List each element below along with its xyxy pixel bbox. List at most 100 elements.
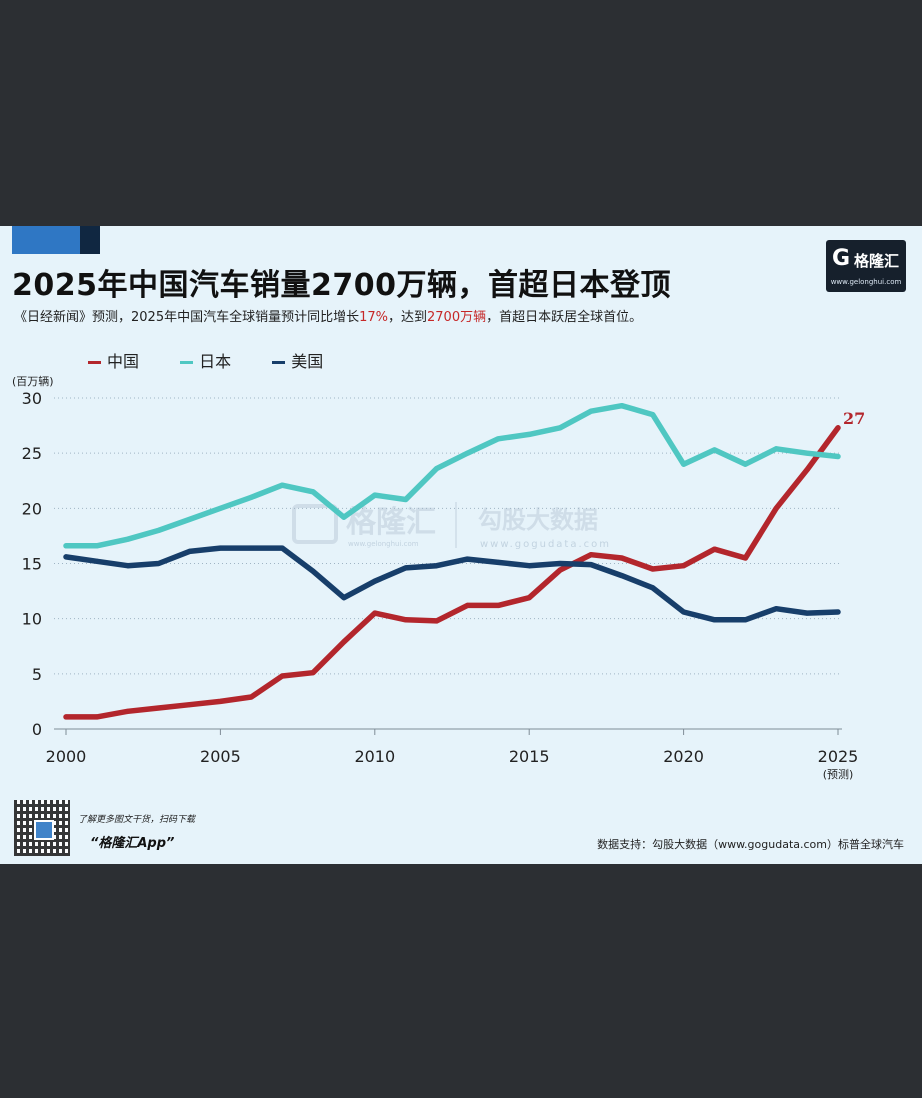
data-point-japan bbox=[619, 403, 625, 409]
y-tick-label: 25 bbox=[22, 444, 42, 463]
footer-app-name: “格隆汇App” bbox=[90, 836, 175, 851]
data-point-usa bbox=[650, 585, 656, 591]
y-tick-label: 15 bbox=[22, 555, 42, 574]
y-axis-unit-label: (百万辆) bbox=[12, 374, 54, 388]
qr-code bbox=[14, 800, 70, 856]
series-line-japan bbox=[63, 402, 841, 549]
logo-mark-icon: G bbox=[832, 246, 851, 271]
x-tick-label: 2020 bbox=[663, 747, 704, 766]
data-point-china bbox=[341, 639, 347, 645]
data-point-china bbox=[434, 618, 440, 624]
data-point-japan bbox=[125, 536, 131, 542]
data-point-china bbox=[125, 708, 131, 714]
data-point-china bbox=[279, 673, 285, 679]
data-point-china bbox=[63, 714, 69, 720]
data-point-china bbox=[187, 702, 193, 708]
x-tick-label: 2010 bbox=[354, 747, 395, 766]
watermark-left-url: www.gelonghui.com bbox=[348, 540, 419, 548]
data-point-usa bbox=[464, 556, 470, 562]
data-point-japan bbox=[63, 543, 69, 549]
data-point-china bbox=[372, 610, 378, 616]
legend-swatch-japan bbox=[180, 361, 194, 364]
subtitle-text: 《日经新闻》预测，2025年中国汽车全球销量预计同比增长 bbox=[14, 310, 360, 325]
data-point-china bbox=[464, 602, 470, 608]
qr-logo-icon bbox=[34, 820, 54, 840]
data-point-japan bbox=[403, 497, 409, 503]
data-point-usa bbox=[495, 559, 501, 565]
data-point-china bbox=[310, 670, 316, 676]
data-point-usa bbox=[310, 568, 316, 574]
data-point-china bbox=[711, 546, 717, 552]
data-point-usa bbox=[588, 562, 594, 568]
series-line-china bbox=[63, 425, 841, 720]
data-point-usa bbox=[372, 578, 378, 584]
data-point-japan bbox=[464, 450, 470, 456]
data-point-japan bbox=[279, 482, 285, 488]
data-point-japan bbox=[156, 527, 162, 533]
data-point-japan bbox=[248, 494, 254, 500]
legend-swatch-china bbox=[88, 361, 101, 364]
series-line-usa bbox=[63, 545, 841, 623]
legend-label-china: 中国 bbox=[107, 352, 140, 371]
data-point-usa bbox=[681, 609, 687, 615]
data-point-usa bbox=[94, 558, 100, 564]
data-point-japan bbox=[557, 425, 563, 431]
chart-card: 2025年中国汽车销量2700万辆，首超日本登顶 《日经新闻》预测，2025年中… bbox=[0, 226, 922, 864]
y-tick-label: 20 bbox=[22, 499, 42, 518]
accent-bar-navy bbox=[80, 226, 100, 254]
data-point-china bbox=[650, 566, 656, 572]
data-point-usa bbox=[403, 565, 409, 571]
data-point-japan bbox=[773, 446, 779, 452]
data-point-japan bbox=[804, 450, 810, 456]
data-point-china bbox=[773, 505, 779, 511]
legend-label-usa: 美国 bbox=[291, 352, 324, 371]
data-point-japan bbox=[217, 505, 223, 511]
data-point-usa bbox=[434, 563, 440, 569]
data-point-china bbox=[681, 563, 687, 569]
legend-item-china: 中国 bbox=[88, 348, 139, 372]
data-point-usa bbox=[526, 563, 532, 569]
data-point-japan bbox=[650, 412, 656, 418]
data-point-china bbox=[217, 698, 223, 704]
data-point-usa bbox=[835, 609, 841, 615]
y-tick-label: 5 bbox=[32, 665, 42, 684]
logo-text: 格隆汇 bbox=[854, 252, 900, 270]
data-point-japan bbox=[742, 461, 748, 467]
data-point-usa bbox=[804, 610, 810, 616]
data-point-usa bbox=[619, 573, 625, 579]
data-point-japan bbox=[434, 466, 440, 472]
data-point-usa bbox=[711, 617, 717, 623]
data-point-japan bbox=[341, 514, 347, 520]
chart-title: 2025年中国汽车销量2700万辆，首超日本登顶 bbox=[12, 268, 671, 303]
logo-url: www.gelonghui.com bbox=[830, 278, 902, 286]
legend-label-japan: 日本 bbox=[199, 352, 232, 371]
data-point-china bbox=[804, 467, 810, 473]
x-tick-label: 2005 bbox=[200, 747, 241, 766]
data-point-china bbox=[495, 602, 501, 608]
data-point-china bbox=[742, 555, 748, 561]
legend-swatch-usa bbox=[272, 361, 286, 364]
data-point-japan bbox=[526, 431, 532, 437]
data-point-china bbox=[248, 694, 254, 700]
x-tick-label: 2000 bbox=[46, 747, 87, 766]
subtitle-text: ，达到 bbox=[388, 310, 428, 325]
watermark-right: 勾股大数据 bbox=[478, 506, 598, 534]
data-point-china bbox=[526, 595, 532, 601]
subtitle-text: ，首超日本跃居全球首位。 bbox=[486, 310, 643, 325]
accent-bar-blue bbox=[12, 226, 80, 254]
x-tick-label: 2025 bbox=[818, 747, 859, 766]
data-point-japan bbox=[588, 408, 594, 414]
watermark-logo-icon bbox=[292, 504, 338, 544]
footer-note: 了解更多图文干货，扫码下载 bbox=[78, 815, 196, 825]
data-point-japan bbox=[711, 447, 717, 453]
data-point-usa bbox=[557, 561, 563, 566]
data-point-china bbox=[835, 425, 841, 431]
legend-item-japan: 日本 bbox=[180, 348, 231, 372]
data-point-japan bbox=[372, 492, 378, 498]
data-point-japan bbox=[681, 461, 687, 467]
subtitle-highlight-volume: 2700万辆 bbox=[427, 310, 487, 325]
y-tick-label: 0 bbox=[32, 720, 42, 739]
data-point-china bbox=[156, 705, 162, 711]
data-point-usa bbox=[63, 554, 69, 560]
